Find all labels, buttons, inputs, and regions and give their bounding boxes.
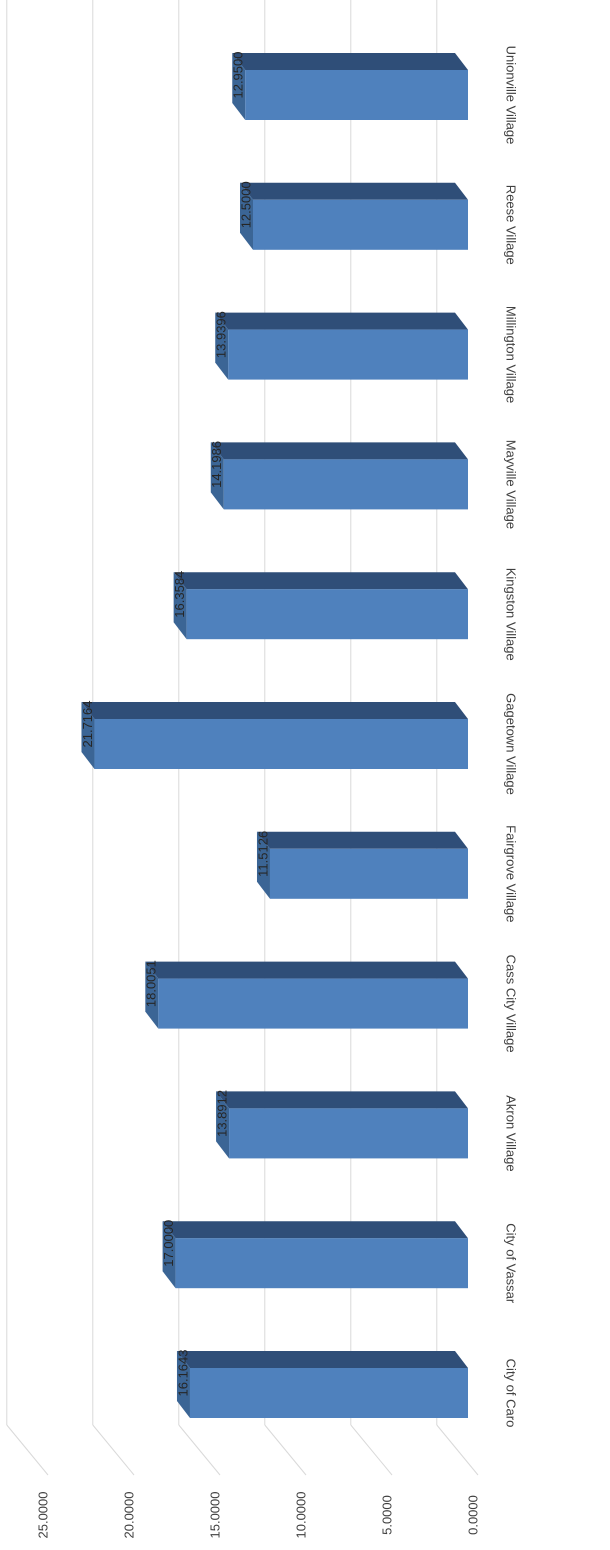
bars <box>81 53 469 1418</box>
bar-top-face <box>162 1221 468 1239</box>
data-label: 12.9500 <box>231 52 246 99</box>
bar-top-face <box>145 961 468 979</box>
category-axis-labels: City of Caro City of Vassar Akron Village C… <box>504 46 519 1428</box>
bar <box>175 1238 468 1289</box>
floor-gridline <box>264 1424 307 1476</box>
data-label: 14.1986 <box>209 441 224 488</box>
bar <box>269 848 468 899</box>
category-label: Unionville Village <box>504 46 519 145</box>
bar-top-face <box>173 572 469 590</box>
category-label: Mayville Village <box>504 440 519 529</box>
data-label: 18.0051 <box>144 960 159 1007</box>
bar-top-face <box>210 442 469 460</box>
bar <box>223 459 468 510</box>
bar-end-face <box>210 442 224 510</box>
category-label: City of Caro <box>504 1359 519 1428</box>
bar <box>94 719 469 769</box>
data-label: 16.3584 <box>172 571 187 618</box>
category-label: City of Vassar <box>504 1223 519 1304</box>
bar <box>186 589 469 640</box>
bar-top-face <box>81 702 469 719</box>
bar <box>189 1368 468 1418</box>
data-label: 21.7164 <box>80 701 95 748</box>
data-label: 16.1643 <box>175 1350 190 1397</box>
floor-gridline <box>178 1424 221 1476</box>
value-axis-ticks: 0.0000 5.0000 10.0000 15.0000 20.0000 25.0000 <box>35 1492 480 1539</box>
bar <box>228 329 468 380</box>
data-label: 17.0000 <box>161 1220 176 1267</box>
category-label: Cass City Village <box>504 955 519 1053</box>
category-label: Reese Village <box>504 185 519 265</box>
bar <box>158 978 468 1029</box>
bar-end-face <box>176 1351 190 1418</box>
floor-gridline <box>436 1424 479 1476</box>
category-label: Fairgrove Village <box>504 825 519 922</box>
bar-end-face <box>162 1221 176 1289</box>
bar-top-face <box>240 182 468 200</box>
value-tick-label: 25.0000 <box>35 1492 50 1539</box>
bar-top-face <box>216 1091 468 1109</box>
category-label: Gagetown Village <box>504 693 519 795</box>
data-label: 13.9396 <box>214 311 229 358</box>
bar-end-face <box>81 702 95 769</box>
bar-top-face <box>176 1351 468 1368</box>
bar-end-face <box>240 182 253 250</box>
value-tick-label: 5.0000 <box>379 1495 394 1535</box>
bar-end-face <box>173 572 187 640</box>
floor-gridline <box>350 1424 393 1476</box>
bar <box>229 1108 468 1159</box>
category-label: Kingston Village <box>504 568 519 661</box>
bar-end-face <box>216 1091 230 1159</box>
bar-top-face <box>215 312 468 330</box>
bar-top-face <box>232 53 468 70</box>
bar-end-face <box>256 831 270 899</box>
bar-end-face <box>145 961 159 1029</box>
bar-end-face <box>232 53 246 120</box>
value-tick-label: 10.0000 <box>293 1492 308 1539</box>
bar-top-face <box>256 831 468 849</box>
value-tick-label: 20.0000 <box>121 1492 136 1539</box>
floor-gridline <box>92 1424 135 1476</box>
data-label: 11.5126 <box>255 831 270 877</box>
category-label: Millington Village <box>504 306 519 403</box>
data-labels: 16.1643 17.0000 13.8912 18.0051 11.5126 21.71… <box>80 52 271 1397</box>
bar-end-face <box>215 312 229 380</box>
category-label: Akron Village <box>504 1095 519 1171</box>
data-label: 13.8912 <box>215 1090 230 1137</box>
floor-gridline <box>6 1424 49 1476</box>
value-tick-label: 15.0000 <box>207 1492 222 1539</box>
bar <box>245 70 468 120</box>
value-tick-label: 0.0000 <box>465 1495 480 1535</box>
data-label: 12.5000 <box>238 181 253 228</box>
bar <box>253 199 468 250</box>
